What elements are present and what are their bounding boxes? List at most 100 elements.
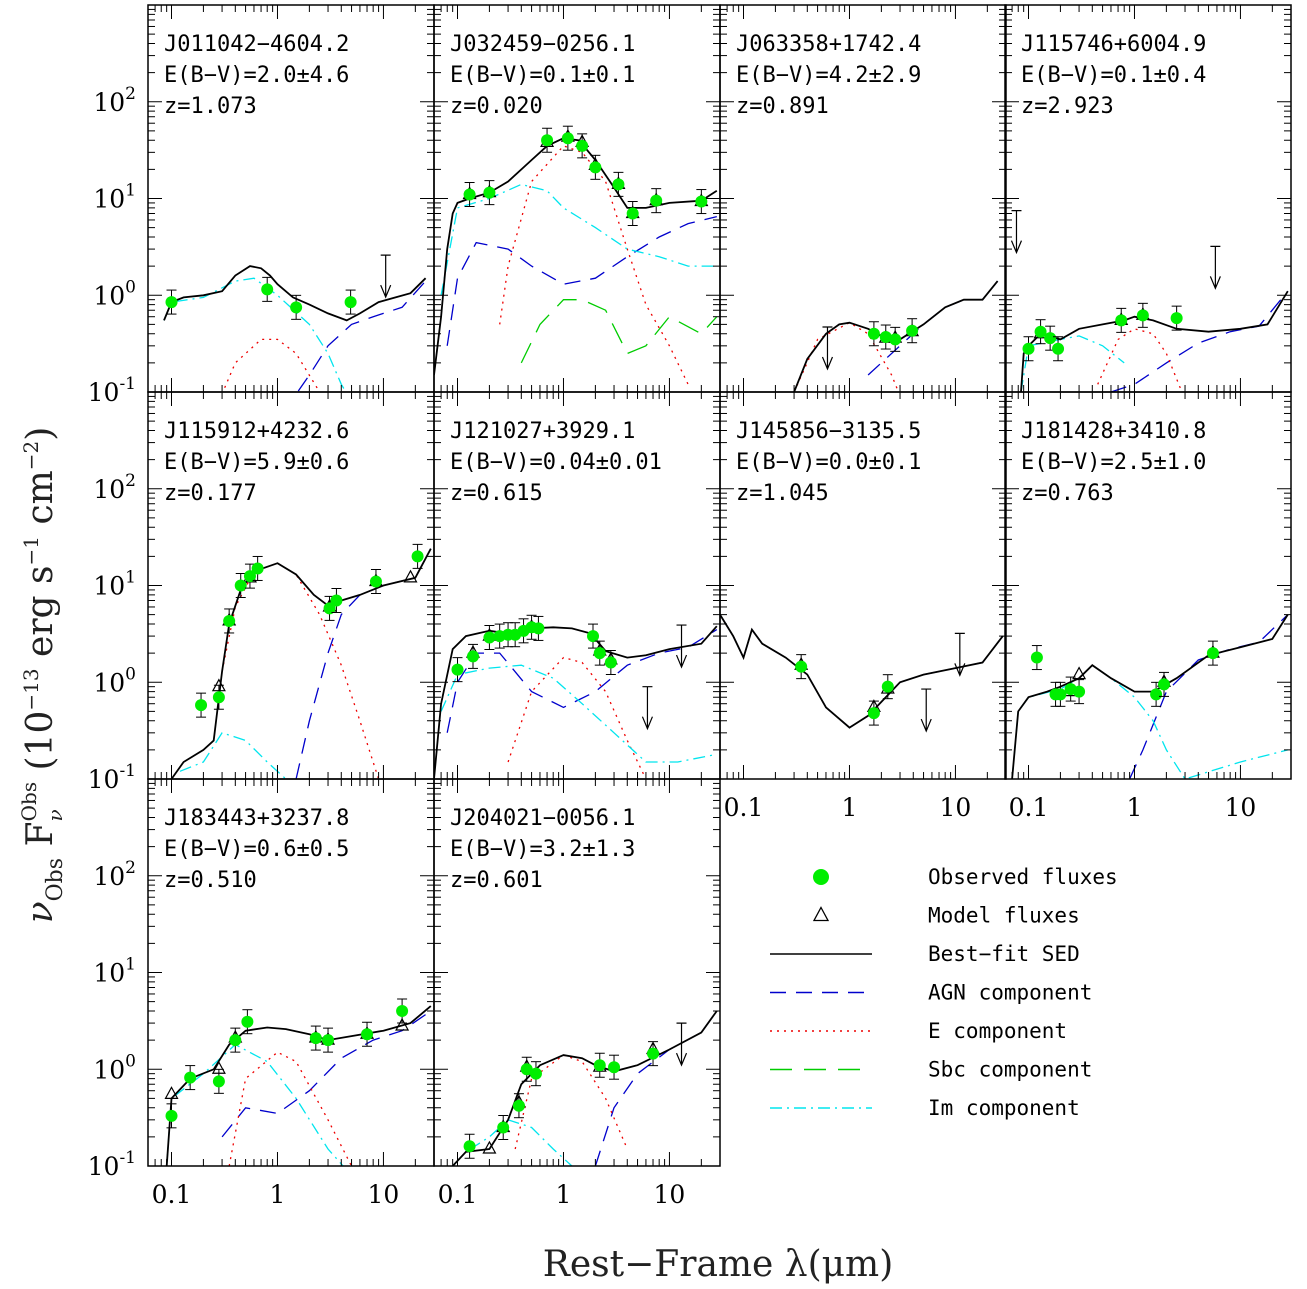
legend-observed-marker xyxy=(813,869,829,885)
observed-flux-point xyxy=(1136,309,1149,322)
source-name: J181428+3410.8 xyxy=(1021,419,1206,444)
observed-flux-point xyxy=(695,195,708,208)
observed-flux-point xyxy=(212,691,225,704)
model-flux-marker xyxy=(164,1086,179,1099)
agn-curve xyxy=(867,280,999,376)
im-comp-curve xyxy=(440,664,717,763)
curves xyxy=(163,254,427,392)
panel-5: J115912+4232.6 E(B−V)=5.9±0.6 z=0.177 10-1 1… xyxy=(88,391,435,794)
observed-flux-point xyxy=(261,283,274,296)
observed-flux-point xyxy=(1044,332,1057,345)
observed-flux-point xyxy=(195,699,208,712)
x-tick-label: 0.1 xyxy=(1009,793,1049,822)
redshift-label: z=0.020 xyxy=(450,94,543,119)
ebv-label: E(B−V)=0.1±0.1 xyxy=(450,63,635,88)
source-name: J032459−0256.1 xyxy=(450,32,635,57)
agn-curve xyxy=(446,215,717,346)
best-fit-curve xyxy=(720,614,1004,729)
observed-flux-point xyxy=(532,622,545,635)
y-tick-label: 102 xyxy=(93,84,136,117)
upper-limit-arrow xyxy=(380,254,392,299)
source-name: J011042−4604.2 xyxy=(164,32,349,57)
observed-flux-point xyxy=(290,301,303,314)
x-tick-label: 1 xyxy=(842,793,858,822)
best-fit-curve xyxy=(434,137,718,376)
source-name: J115912+4232.6 xyxy=(164,419,349,444)
ebv-label: E(B−V)=2.5±1.0 xyxy=(1021,450,1206,475)
y-tick-label: 101 xyxy=(93,955,136,988)
observed-flux-point xyxy=(626,207,639,220)
e-comp-curve xyxy=(222,338,321,392)
observed-flux-point xyxy=(483,631,496,644)
ebv-label: E(B−V)=5.9±0.6 xyxy=(164,450,349,475)
observed-flux-point xyxy=(593,647,606,660)
best-fit-curve xyxy=(452,1010,718,1166)
observed-flux-point xyxy=(879,331,892,344)
agn-curve xyxy=(295,548,432,779)
observed-flux-point xyxy=(1022,342,1035,355)
legend-label: AGN component xyxy=(928,981,1092,1005)
upper-limit-arrow xyxy=(821,326,834,371)
observed-flux-point xyxy=(1150,688,1163,701)
observed-flux-point xyxy=(576,139,589,152)
observed-flux-point xyxy=(463,1140,476,1153)
observed-flux-point xyxy=(608,1061,621,1074)
ebv-label: E(B−V)=0.0±0.1 xyxy=(736,450,921,475)
y-tick-label: 100 xyxy=(93,664,136,697)
source-name: J115746+6004.9 xyxy=(1021,32,1206,57)
panels-layer: J011042−4604.2 E(B−V)=2.0±4.6 z=1.073 10-1 1… xyxy=(88,4,1292,1209)
observed-flux-point xyxy=(650,194,663,207)
y-tick-label: 100 xyxy=(93,1051,136,1084)
panel-3: J063358+1742.4 E(B−V)=4.2±2.9 z=0.891 xyxy=(719,4,1007,393)
curves xyxy=(720,614,1004,733)
ebv-label: E(B−V)=0.04±0.01 xyxy=(450,450,662,475)
observed-flux-point xyxy=(881,680,894,693)
redshift-label: z=2.923 xyxy=(1021,94,1114,119)
x-tick-label: 1 xyxy=(1127,793,1143,822)
x-axis-title: Rest−Frame λ(μm) xyxy=(543,1244,894,1285)
redshift-label: z=1.073 xyxy=(164,94,257,119)
legend-entry: Model fluxes xyxy=(812,904,1080,928)
panel-7: J145856−3135.5 E(B−V)=0.0±0.1 z=1.045 0.1 1 1… xyxy=(719,391,1007,822)
svg-text:νObs FνObs (10−13 erg s−1 cm−2: νObs FνObs (10−13 erg s−1 cm−2) xyxy=(17,427,68,924)
agn-curve xyxy=(446,629,718,733)
redshift-label: z=0.601 xyxy=(450,868,543,893)
upper-limit-arrow xyxy=(675,1022,688,1067)
curves xyxy=(434,614,718,779)
im-comp-curve xyxy=(440,183,717,296)
x-tick-label: 10 xyxy=(1225,793,1257,822)
x-tick-label: 0.1 xyxy=(724,793,764,822)
y-tick-label: 10-1 xyxy=(88,1148,136,1181)
e-comp-curve xyxy=(507,656,647,779)
observed-flux-point xyxy=(165,296,178,309)
legend-entry: E component xyxy=(770,1019,1067,1043)
observed-flux-point xyxy=(241,1015,254,1028)
best-fit-curve xyxy=(170,548,432,779)
observed-flux-point xyxy=(589,161,602,174)
observed-flux-point xyxy=(223,614,236,627)
observed-flux-point xyxy=(330,594,343,607)
observed-flux-point xyxy=(520,1063,533,1076)
legend: Observed fluxes Model fluxes Best−fit SED A… xyxy=(770,865,1118,1120)
redshift-label: z=0.763 xyxy=(1021,481,1114,506)
legend-entry: Im component xyxy=(770,1096,1080,1120)
observed-flux-point xyxy=(1073,685,1086,698)
observed-flux-point xyxy=(1030,651,1043,664)
upper-limit-arrow xyxy=(675,624,688,669)
observed-flux-point xyxy=(396,1005,409,1018)
best-fit-curve xyxy=(1020,290,1289,392)
y-axis-title: νObs FνObs (10−13 erg s−1 cm−2) xyxy=(17,427,68,924)
panel-4: J115746+6004.9 E(B−V)=0.1±0.4 z=2.923 xyxy=(1004,4,1292,393)
best-fit-curve xyxy=(163,265,427,322)
observed-flux-point xyxy=(1115,314,1128,327)
e-comp-curve xyxy=(228,1051,353,1166)
legend-label: E component xyxy=(928,1019,1067,1043)
observed-flux-point xyxy=(466,650,479,663)
source-name: J145856−3135.5 xyxy=(736,419,921,444)
model-flux-marker xyxy=(395,1017,410,1031)
observed-flux-point xyxy=(212,1075,225,1088)
best-fit-curve xyxy=(1011,614,1289,779)
legend-label: Best−fit SED xyxy=(928,942,1080,966)
redshift-label: z=0.891 xyxy=(736,94,829,119)
panel-2: J032459−0256.1 E(B−V)=0.1±0.1 z=0.020 xyxy=(433,4,721,393)
